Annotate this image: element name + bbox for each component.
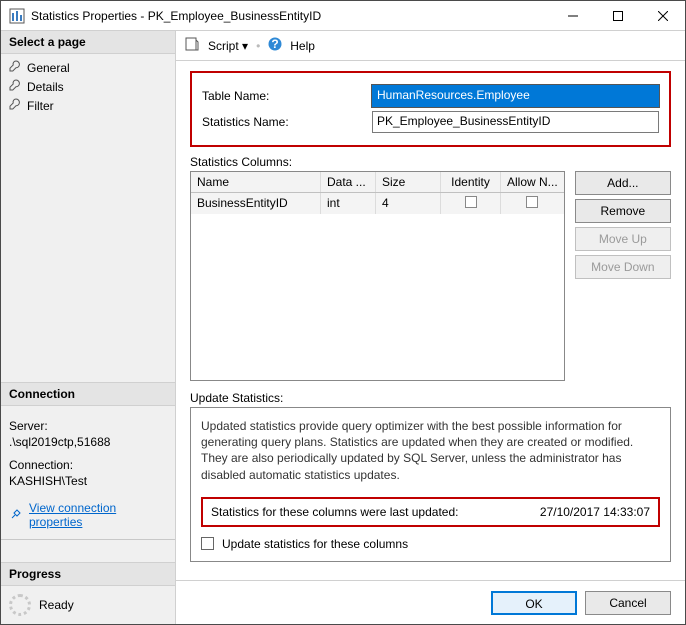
minimize-button[interactable] <box>550 1 595 30</box>
cell-allownull <box>501 193 564 214</box>
link-text: View connection properties <box>29 501 167 529</box>
last-updated-value: 27/10/2017 14:33:07 <box>540 505 650 519</box>
remove-button[interactable]: Remove <box>575 199 671 223</box>
window-title: Statistics Properties - PK_Employee_Busi… <box>31 9 550 23</box>
cell-datatype: int <box>321 193 376 214</box>
col-allownull[interactable]: Allow N... <box>501 172 564 192</box>
titlebar[interactable]: Statistics Properties - PK_Employee_Busi… <box>1 1 685 31</box>
page-general[interactable]: General <box>1 58 175 77</box>
right-pane: Script ▾ • ? Help Table Name: HumanResou… <box>176 31 685 624</box>
connection-label: Connection: <box>9 457 167 473</box>
wrench-icon <box>9 79 21 94</box>
table-row[interactable]: BusinessEntityID int 4 <box>191 193 564 214</box>
col-datatype[interactable]: Data ... <box>321 172 376 192</box>
checkbox-icon <box>465 196 477 208</box>
wrench-icon <box>9 98 21 113</box>
col-identity[interactable]: Identity <box>441 172 501 192</box>
help-button[interactable]: Help <box>290 39 315 53</box>
progress-spinner-icon <box>9 594 31 616</box>
close-button[interactable] <box>640 1 685 30</box>
progress-header: Progress <box>1 562 175 586</box>
statistics-name-field[interactable]: PK_Employee_BusinessEntityID <box>372 111 659 133</box>
chevron-down-icon: ▾ <box>242 39 248 53</box>
cell-size: 4 <box>376 193 441 214</box>
cell-name: BusinessEntityID <box>191 193 321 214</box>
help-icon: ? <box>268 37 282 54</box>
cell-identity <box>441 193 501 214</box>
col-name[interactable]: Name <box>191 172 321 192</box>
dialog-footer: OK Cancel <box>176 580 685 624</box>
grid-header: Name Data ... Size Identity Allow N... <box>191 172 564 193</box>
maximize-button[interactable] <box>595 1 640 30</box>
last-updated-box: Statistics for these columns were last u… <box>201 497 660 527</box>
movedown-button[interactable]: Move Down <box>575 255 671 279</box>
checkbox-icon <box>526 196 538 208</box>
name-box: Table Name: HumanResources.Employee Stat… <box>190 71 671 147</box>
add-button[interactable]: Add... <box>575 171 671 195</box>
wrench-icon <box>9 60 21 75</box>
app-icon <box>9 8 25 24</box>
grid-buttons: Add... Remove Move Up Move Down <box>575 171 671 381</box>
script-icon <box>184 36 200 55</box>
connection-block: Server: .\sql2019ctp,51688 Connection: K… <box>1 406 175 495</box>
left-pane: Select a page General Details Filter Con… <box>1 31 176 624</box>
connection-value: KASHISH\Test <box>9 473 167 489</box>
update-checkbox[interactable] <box>201 537 214 550</box>
last-updated-label: Statistics for these columns were last u… <box>211 505 540 519</box>
svg-text:?: ? <box>272 37 279 51</box>
page-filter[interactable]: Filter <box>1 96 175 115</box>
page-label: General <box>27 61 70 75</box>
ok-button[interactable]: OK <box>491 591 577 615</box>
toolbar: Script ▾ • ? Help <box>176 31 685 61</box>
columns-grid[interactable]: Name Data ... Size Identity Allow N... B… <box>190 171 565 381</box>
progress-status: Ready <box>39 598 74 612</box>
update-statistics-label: Update Statistics: <box>190 391 671 405</box>
moveup-button[interactable]: Move Up <box>575 227 671 251</box>
view-connection-properties-link[interactable]: View connection properties <box>1 495 175 535</box>
statistics-name-label: Statistics Name: <box>202 115 372 129</box>
update-description: Updated statistics provide query optimiz… <box>201 418 660 483</box>
connection-header: Connection <box>1 382 175 406</box>
select-page-header: Select a page <box>1 31 175 54</box>
col-size[interactable]: Size <box>376 172 441 192</box>
statistics-columns-label: Statistics Columns: <box>190 155 671 169</box>
connection-icon <box>9 507 23 524</box>
dialog-window: Statistics Properties - PK_Employee_Busi… <box>0 0 686 625</box>
window-buttons <box>550 1 685 30</box>
update-checkbox-label: Update statistics for these columns <box>222 537 408 551</box>
page-list: General Details Filter <box>1 54 175 119</box>
update-box: Updated statistics provide query optimiz… <box>190 407 671 562</box>
table-name-label: Table Name: <box>202 89 372 103</box>
page-label: Filter <box>27 99 54 113</box>
table-name-field[interactable]: HumanResources.Employee <box>372 85 659 107</box>
cancel-button[interactable]: Cancel <box>585 591 671 615</box>
server-label: Server: <box>9 418 167 434</box>
page-label: Details <box>27 80 64 94</box>
progress-row: Ready <box>1 586 175 624</box>
page-details[interactable]: Details <box>1 77 175 96</box>
server-value: .\sql2019ctp,51688 <box>9 434 167 450</box>
script-button[interactable]: Script ▾ <box>208 39 248 53</box>
